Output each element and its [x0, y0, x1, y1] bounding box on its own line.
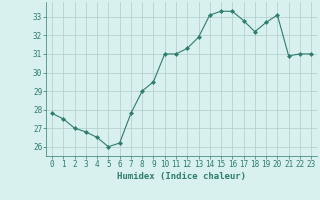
X-axis label: Humidex (Indice chaleur): Humidex (Indice chaleur)	[117, 172, 246, 181]
